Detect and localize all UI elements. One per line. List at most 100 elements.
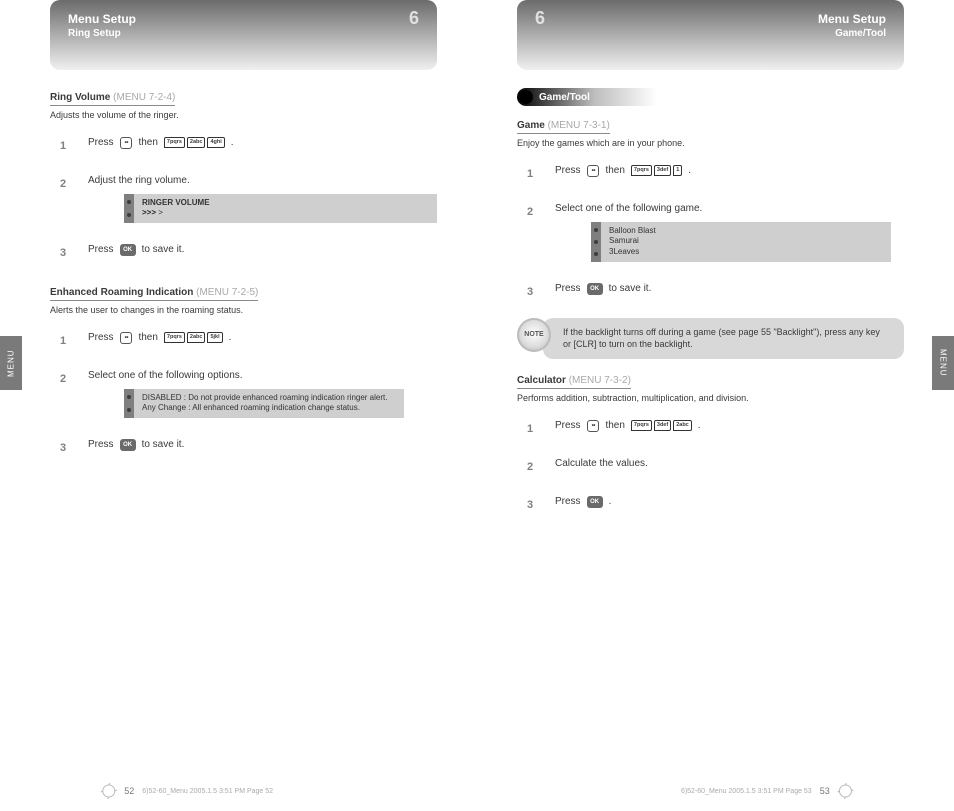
left-banner-number: 6 — [409, 8, 419, 29]
note-badge-icon: NOTE — [517, 318, 551, 352]
eri-lcd-l2: Any Change : All enhanced roaming indica… — [142, 403, 396, 414]
numkey-7: 7pqrs — [164, 137, 185, 148]
step-badge-2: 2 — [50, 172, 78, 200]
eri-desc: Alerts the user to changes in the roamin… — [50, 305, 437, 315]
eri-step3-tail: to save it. — [142, 438, 185, 452]
calc-desc: Performs addition, subtraction, multipli… — [517, 393, 904, 403]
two-page-spread: MENU MENU 6 Menu Setup Ring Setup Ring V… — [0, 0, 954, 811]
eri-step3: 3 Press OK to save it. — [50, 436, 437, 464]
step-badge-2: 2 — [517, 455, 545, 483]
rv-step3: 3 Press OK to save it. — [50, 241, 437, 269]
left-banner-sub: Ring Setup — [68, 28, 419, 39]
rv-lcd-l1: RINGER VOLUME — [142, 198, 210, 207]
right-page: 6 Menu Setup Game/Tool Game/Tool Game (M… — [477, 0, 954, 811]
step-badge-3: 3 — [517, 493, 545, 521]
left-banner-title: Menu Setup — [68, 12, 419, 26]
calc-caption: Calculator (MENU 7-3-2) — [517, 375, 631, 389]
game-s3-tail: to save it. — [609, 282, 652, 296]
numkey-group: 7pqrs 3def 1 — [631, 165, 682, 176]
numkey-7: 7pqrs — [164, 332, 185, 343]
calc-s1-pre: Press — [555, 419, 581, 433]
game-step3: 3 Press OK to save it. — [517, 280, 904, 308]
right-banner-sub: Game/Tool — [535, 28, 886, 39]
rv-step2: 2 Adjust the ring volume. RINGER VOLUME … — [50, 172, 437, 231]
then-text: then — [138, 331, 157, 345]
pill-label: Game/Tool — [539, 92, 590, 103]
numkey-2: 2abc — [673, 420, 692, 431]
menu-key-icon — [587, 420, 600, 432]
left-section-ring-volume: Ring Volume (MENU 7-2-4) Adjusts the vol… — [50, 88, 437, 269]
rv-step1: 1 Press then 7pqrs 2abc 4ghi . — [50, 134, 437, 162]
right-section-calculator: Calculator (MENU 7-3-2) Performs additio… — [517, 371, 904, 521]
step-tail: . — [231, 136, 234, 150]
ok-key-icon: OK — [587, 283, 603, 295]
game-lcd-l1: Balloon Blast — [609, 226, 883, 237]
left-footer-tiny: 6)52-60_Menu 2005.1.5 3:51 PM Page 52 — [142, 788, 273, 795]
numkey-3: 3def — [654, 165, 671, 176]
eri-step3-pre: Press — [88, 438, 114, 452]
eri-lcd: DISABLED : Do not provide enhanced roami… — [124, 389, 404, 419]
calc-step2: 2 Calculate the values. — [517, 455, 904, 483]
game-lcd-l2: Samurai — [609, 236, 883, 247]
step-badge-1: 1 — [517, 162, 545, 190]
numkey-2: 2abc — [187, 332, 206, 343]
game-step1: 1 Press then 7pqrs 3def 1 . — [517, 162, 904, 190]
right-footer: 6)52-60_Menu 2005.1.5 3:51 PM Page 53 53 — [681, 783, 854, 799]
caption-strong: Ring Volume — [50, 92, 110, 103]
caption-grey: (MENU 7-3-2) — [569, 375, 631, 386]
step-badge-1: 1 — [50, 329, 78, 357]
caption-strong: Enhanced Roaming Indication — [50, 287, 193, 298]
step-badge-1: 1 — [50, 134, 78, 162]
note-text: If the backlight turns off during a game… — [543, 318, 904, 359]
game-lcd: Balloon Blast Samurai 3Leaves — [591, 222, 891, 262]
game-lcd-l3: 3Leaves — [609, 247, 883, 258]
step3-tail: to save it. — [142, 243, 185, 257]
step-badge-3: 3 — [50, 241, 78, 269]
game-s2-line: Select one of the following game. — [555, 202, 904, 216]
right-footer-tiny: 6)52-60_Menu 2005.1.5 3:51 PM Page 53 — [681, 788, 812, 795]
ring-icon — [838, 783, 854, 799]
then-text: then — [605, 164, 624, 178]
caption-grey: (MENU 7-2-5) — [196, 287, 258, 298]
eri-step2: 2 Select one of the following options. D… — [50, 367, 437, 426]
game-s1-tail: . — [688, 164, 691, 178]
eri-lcd-l1: DISABLED : Do not provide enhanced roami… — [142, 393, 396, 404]
step2-line: Adjust the ring volume. — [88, 174, 437, 188]
step-badge-2: 2 — [50, 367, 78, 395]
numkey-group: 7pqrs 2abc 4ghi — [164, 137, 225, 148]
caption-strong: Calculator — [517, 375, 566, 386]
game-desc: Enjoy the games which are in your phone. — [517, 138, 904, 148]
left-page-number: 52 — [124, 786, 134, 796]
numkey-3: 3def — [654, 420, 671, 431]
ok-key-icon: OK — [120, 244, 136, 256]
ring-icon — [100, 783, 116, 799]
numkey-4: 4ghi — [207, 137, 224, 148]
right-banner-title: Menu Setup — [535, 12, 886, 26]
ring-volume-caption: Ring Volume (MENU 7-2-4) — [50, 92, 175, 106]
numkey-group: 7pqrs 3def 2abc — [631, 420, 692, 431]
left-page: 6 Menu Setup Ring Setup Ring Volume (MEN… — [0, 0, 477, 811]
calc-s1-tail: . — [698, 419, 701, 433]
rv-lcd-l3: > — [158, 208, 163, 217]
section-pill: Game/Tool — [517, 88, 657, 106]
caption-grey: (MENU 7-2-4) — [113, 92, 175, 103]
numkey-7: 7pqrs — [631, 165, 652, 176]
game-s1-pre: Press — [555, 164, 581, 178]
step-badge-1: 1 — [517, 417, 545, 445]
step3-pre: Press — [88, 243, 114, 257]
eri-step1: 1 Press then 7pqrs 2abc 5jkl . — [50, 329, 437, 357]
eri-step2-line: Select one of the following options. — [88, 369, 437, 383]
step1-pre: Press — [88, 331, 114, 345]
calc-step3: 3 Press OK . — [517, 493, 904, 521]
step-text: Press — [88, 136, 114, 150]
right-section-game: Game (MENU 7-3-1) Enjoy the games which … — [517, 116, 904, 359]
eri-caption: Enhanced Roaming Indication (MENU 7-2-5) — [50, 287, 258, 301]
menu-key-icon — [120, 137, 133, 149]
ring-volume-desc: Adjusts the volume of the ringer. — [50, 110, 437, 120]
ok-key-icon: OK — [587, 496, 603, 508]
right-banner: 6 Menu Setup Game/Tool — [517, 0, 904, 70]
caption-grey: (MENU 7-3-1) — [548, 120, 610, 131]
calc-step1: 1 Press then 7pqrs 3def 2abc . — [517, 417, 904, 445]
game-s3-pre: Press — [555, 282, 581, 296]
calc-s3-tail: . — [609, 495, 612, 509]
